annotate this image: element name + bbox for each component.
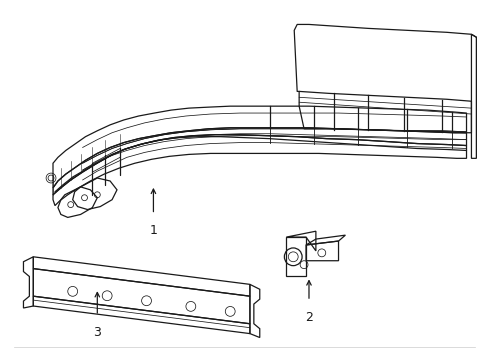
Text: 1: 1 [149,224,157,237]
Text: 3: 3 [93,326,101,339]
Text: 2: 2 [305,311,312,324]
